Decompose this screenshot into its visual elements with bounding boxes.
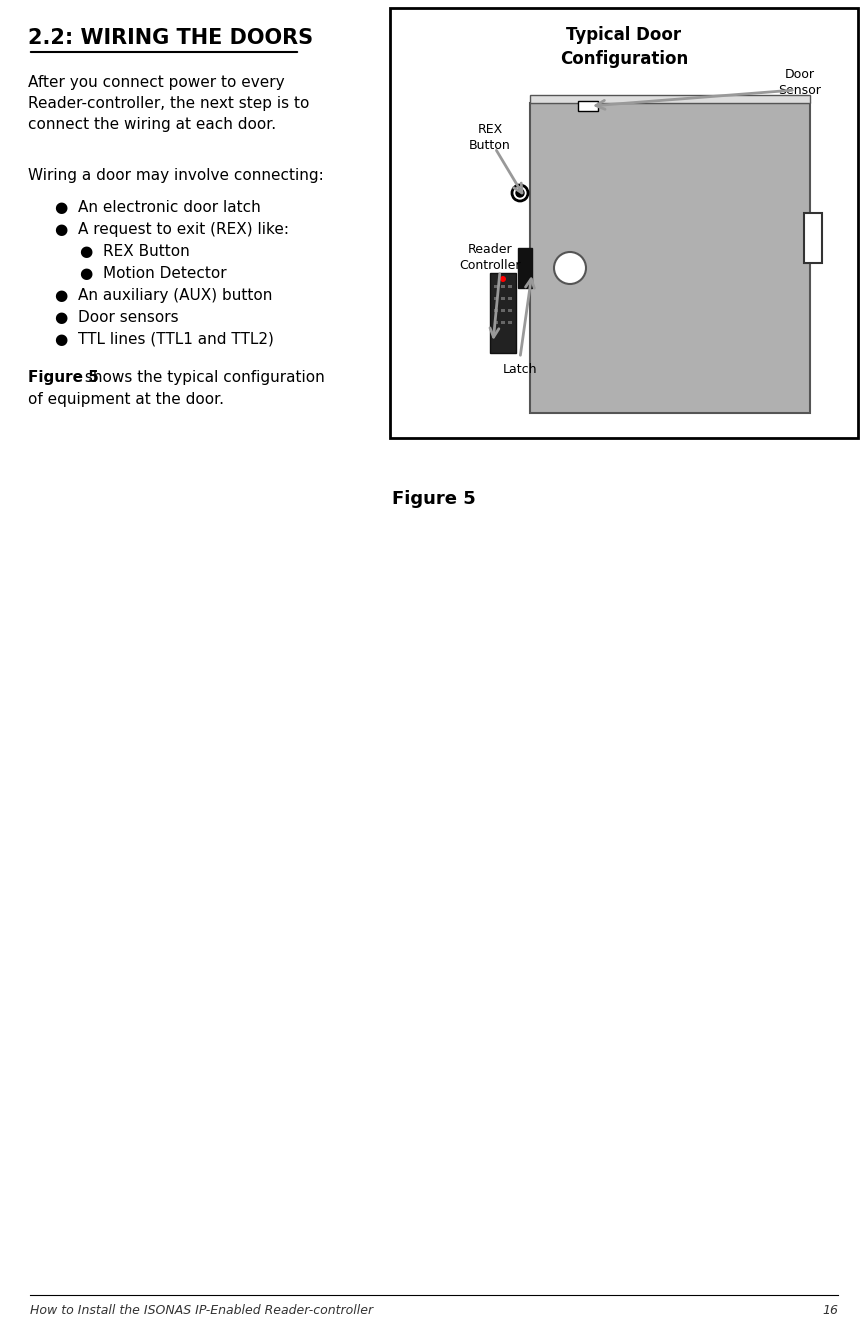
Text: Figure 5: Figure 5 xyxy=(28,371,99,385)
Bar xyxy=(508,321,512,324)
Text: ●  TTL lines (TTL1 and TTL2): ● TTL lines (TTL1 and TTL2) xyxy=(55,332,274,347)
Bar xyxy=(508,309,512,312)
Text: ●  An auxiliary (AUX) button: ● An auxiliary (AUX) button xyxy=(55,288,273,303)
Bar xyxy=(494,297,498,300)
Bar xyxy=(501,297,505,300)
Bar xyxy=(518,248,532,288)
Text: Figure 5: Figure 5 xyxy=(392,490,476,509)
Text: How to Install the ISONAS IP-Enabled Reader-controller: How to Install the ISONAS IP-Enabled Rea… xyxy=(30,1304,373,1316)
Text: ●  REX Button: ● REX Button xyxy=(80,244,190,259)
Text: ●  A request to exit (REX) like:: ● A request to exit (REX) like: xyxy=(55,222,289,236)
Text: of equipment at the door.: of equipment at the door. xyxy=(28,392,224,406)
Circle shape xyxy=(554,252,586,284)
Text: Latch: Latch xyxy=(503,363,537,376)
Bar xyxy=(530,104,810,413)
Text: Wiring a door may involve connecting:: Wiring a door may involve connecting: xyxy=(28,169,324,183)
Bar xyxy=(501,286,505,288)
Bar xyxy=(390,8,858,438)
Circle shape xyxy=(500,276,506,282)
Bar xyxy=(494,286,498,288)
Text: Reader
Controller: Reader Controller xyxy=(459,243,521,272)
Bar xyxy=(578,101,598,112)
Bar xyxy=(508,286,512,288)
Bar xyxy=(804,212,822,263)
Bar xyxy=(494,309,498,312)
Bar xyxy=(508,297,512,300)
Text: Typical Door
Configuration: Typical Door Configuration xyxy=(560,27,688,68)
Bar xyxy=(501,309,505,312)
Text: Door
Sensor: Door Sensor xyxy=(779,68,821,97)
Circle shape xyxy=(512,185,528,201)
Circle shape xyxy=(516,189,524,197)
Bar xyxy=(494,321,498,324)
Text: 2.2: WIRING THE DOORS: 2.2: WIRING THE DOORS xyxy=(28,28,313,48)
Bar xyxy=(501,321,505,324)
Text: ●  Door sensors: ● Door sensors xyxy=(55,309,179,325)
Text: 16: 16 xyxy=(822,1304,838,1316)
Text: ●  Motion Detector: ● Motion Detector xyxy=(80,266,227,282)
Text: REX
Button: REX Button xyxy=(469,124,511,151)
Bar xyxy=(490,274,516,353)
Bar xyxy=(530,96,810,104)
Text: After you connect power to every
Reader-controller, the next step is to
connect : After you connect power to every Reader-… xyxy=(28,74,309,131)
Text: ●  An electronic door latch: ● An electronic door latch xyxy=(55,201,260,215)
Text: shows the typical configuration: shows the typical configuration xyxy=(80,371,325,385)
